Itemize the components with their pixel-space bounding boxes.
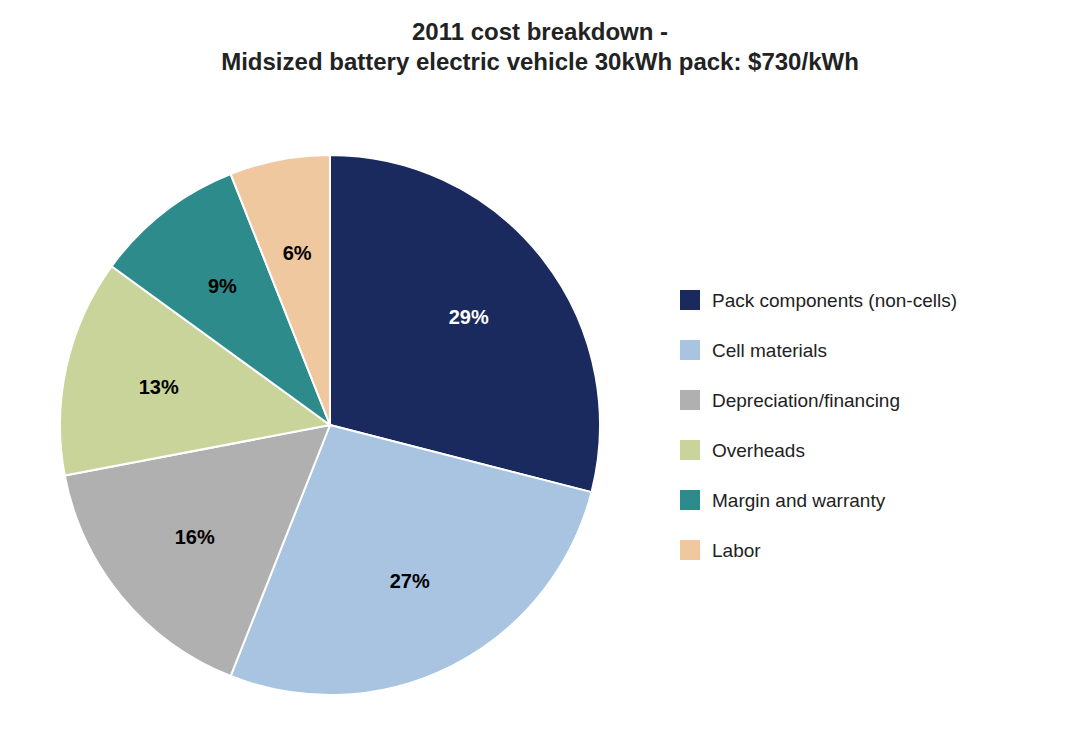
data-label: 29% — [449, 306, 489, 328]
chart-container: 2011 cost breakdown -Midsized battery el… — [0, 0, 1080, 731]
legend-label: Cell materials — [712, 340, 827, 361]
data-label: 6% — [283, 242, 312, 264]
legend-label: Labor — [712, 540, 761, 561]
slices — [60, 155, 600, 695]
chart: 2011 cost breakdown -Midsized battery el… — [0, 0, 1080, 731]
legend-label: Depreciation/financing — [712, 390, 900, 411]
legend-swatch — [680, 390, 700, 410]
data-label: 9% — [208, 275, 237, 297]
legend-label: Pack components (non-cells) — [712, 290, 957, 311]
data-label: 16% — [175, 526, 215, 548]
legend: Pack components (non-cells) Cell material… — [680, 290, 957, 561]
legend-swatch — [680, 490, 700, 510]
legend-label: Margin and warranty — [712, 490, 886, 511]
legend-swatch — [680, 340, 700, 360]
legend-label: Overheads — [712, 440, 805, 461]
legend-swatch — [680, 440, 700, 460]
pie-slice — [231, 155, 330, 425]
data-label: 27% — [390, 570, 430, 592]
legend-swatch — [680, 290, 700, 310]
legend-swatch — [680, 540, 700, 560]
data-label: 13% — [139, 376, 179, 398]
title: 2011 cost breakdown -Midsized battery el… — [221, 18, 859, 75]
data-labels: 29% 27% 16% 13% 9% 6% — [139, 242, 489, 593]
